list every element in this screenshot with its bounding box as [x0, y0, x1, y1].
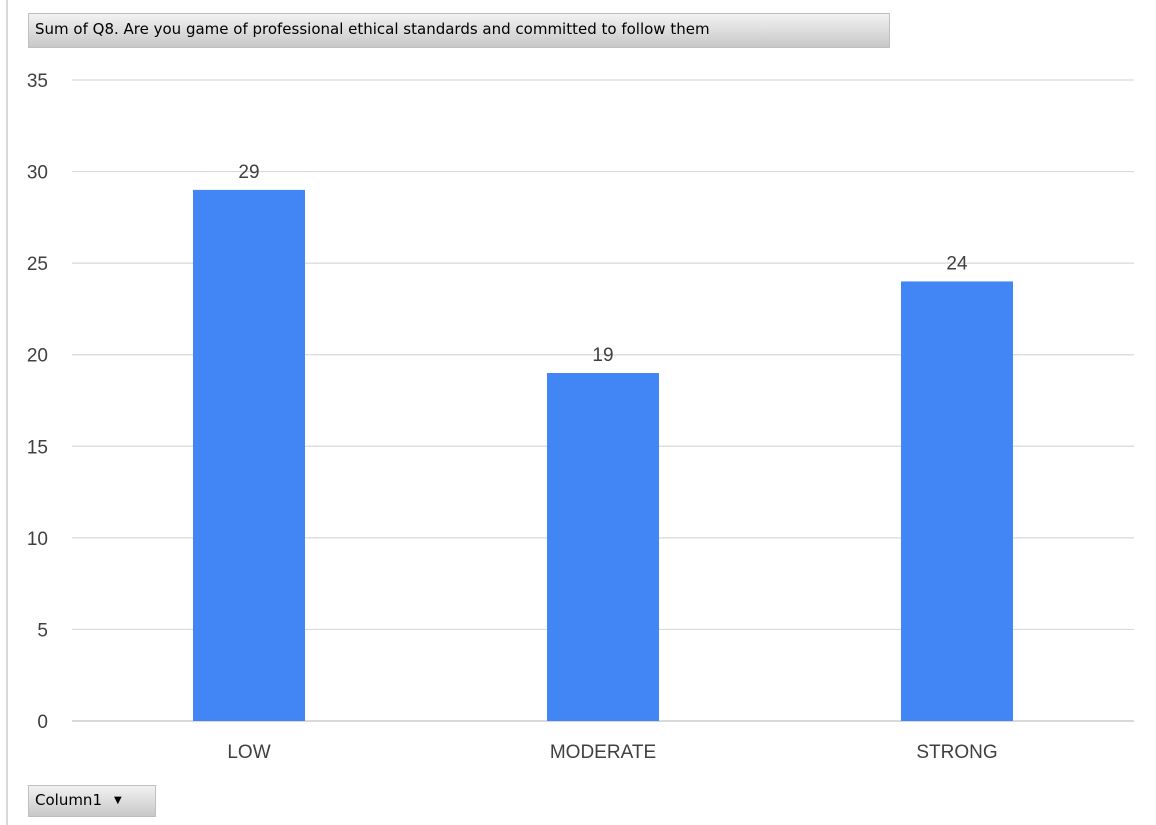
- data-label: 19: [592, 345, 613, 366]
- y-tick-label: 15: [27, 437, 48, 458]
- bar-chart: 0 5 10 15 20 25 30 35 29 LOW 19 MODERATE 24 STRONG: [27, 71, 1134, 763]
- column1-label: Column1: [35, 791, 102, 809]
- x-tick-label: MODERATE: [550, 742, 656, 763]
- y-tick-label: 0: [37, 712, 48, 733]
- y-tick-label: 20: [27, 346, 48, 367]
- bar: [547, 373, 659, 721]
- data-label: 24: [946, 253, 968, 274]
- x-tick-label: STRONG: [916, 742, 997, 763]
- column1-field-button[interactable]: Column1 ▼: [28, 785, 156, 817]
- pane-border: [6, 0, 8, 825]
- dropdown-arrow-icon[interactable]: ▼: [114, 795, 122, 806]
- x-tick-label: LOW: [227, 742, 270, 763]
- y-tick-label: 25: [27, 254, 48, 275]
- bar: [193, 189, 305, 721]
- chart-title-field-button[interactable]: Sum of Q8. Are you game of professional …: [28, 13, 890, 48]
- data-label: 29: [238, 162, 259, 183]
- y-tick-label: 10: [27, 529, 48, 550]
- y-tick-label: 30: [27, 163, 48, 184]
- bar: [901, 281, 1013, 721]
- y-tick-label: 5: [37, 620, 48, 641]
- y-tick-label: 35: [27, 71, 48, 92]
